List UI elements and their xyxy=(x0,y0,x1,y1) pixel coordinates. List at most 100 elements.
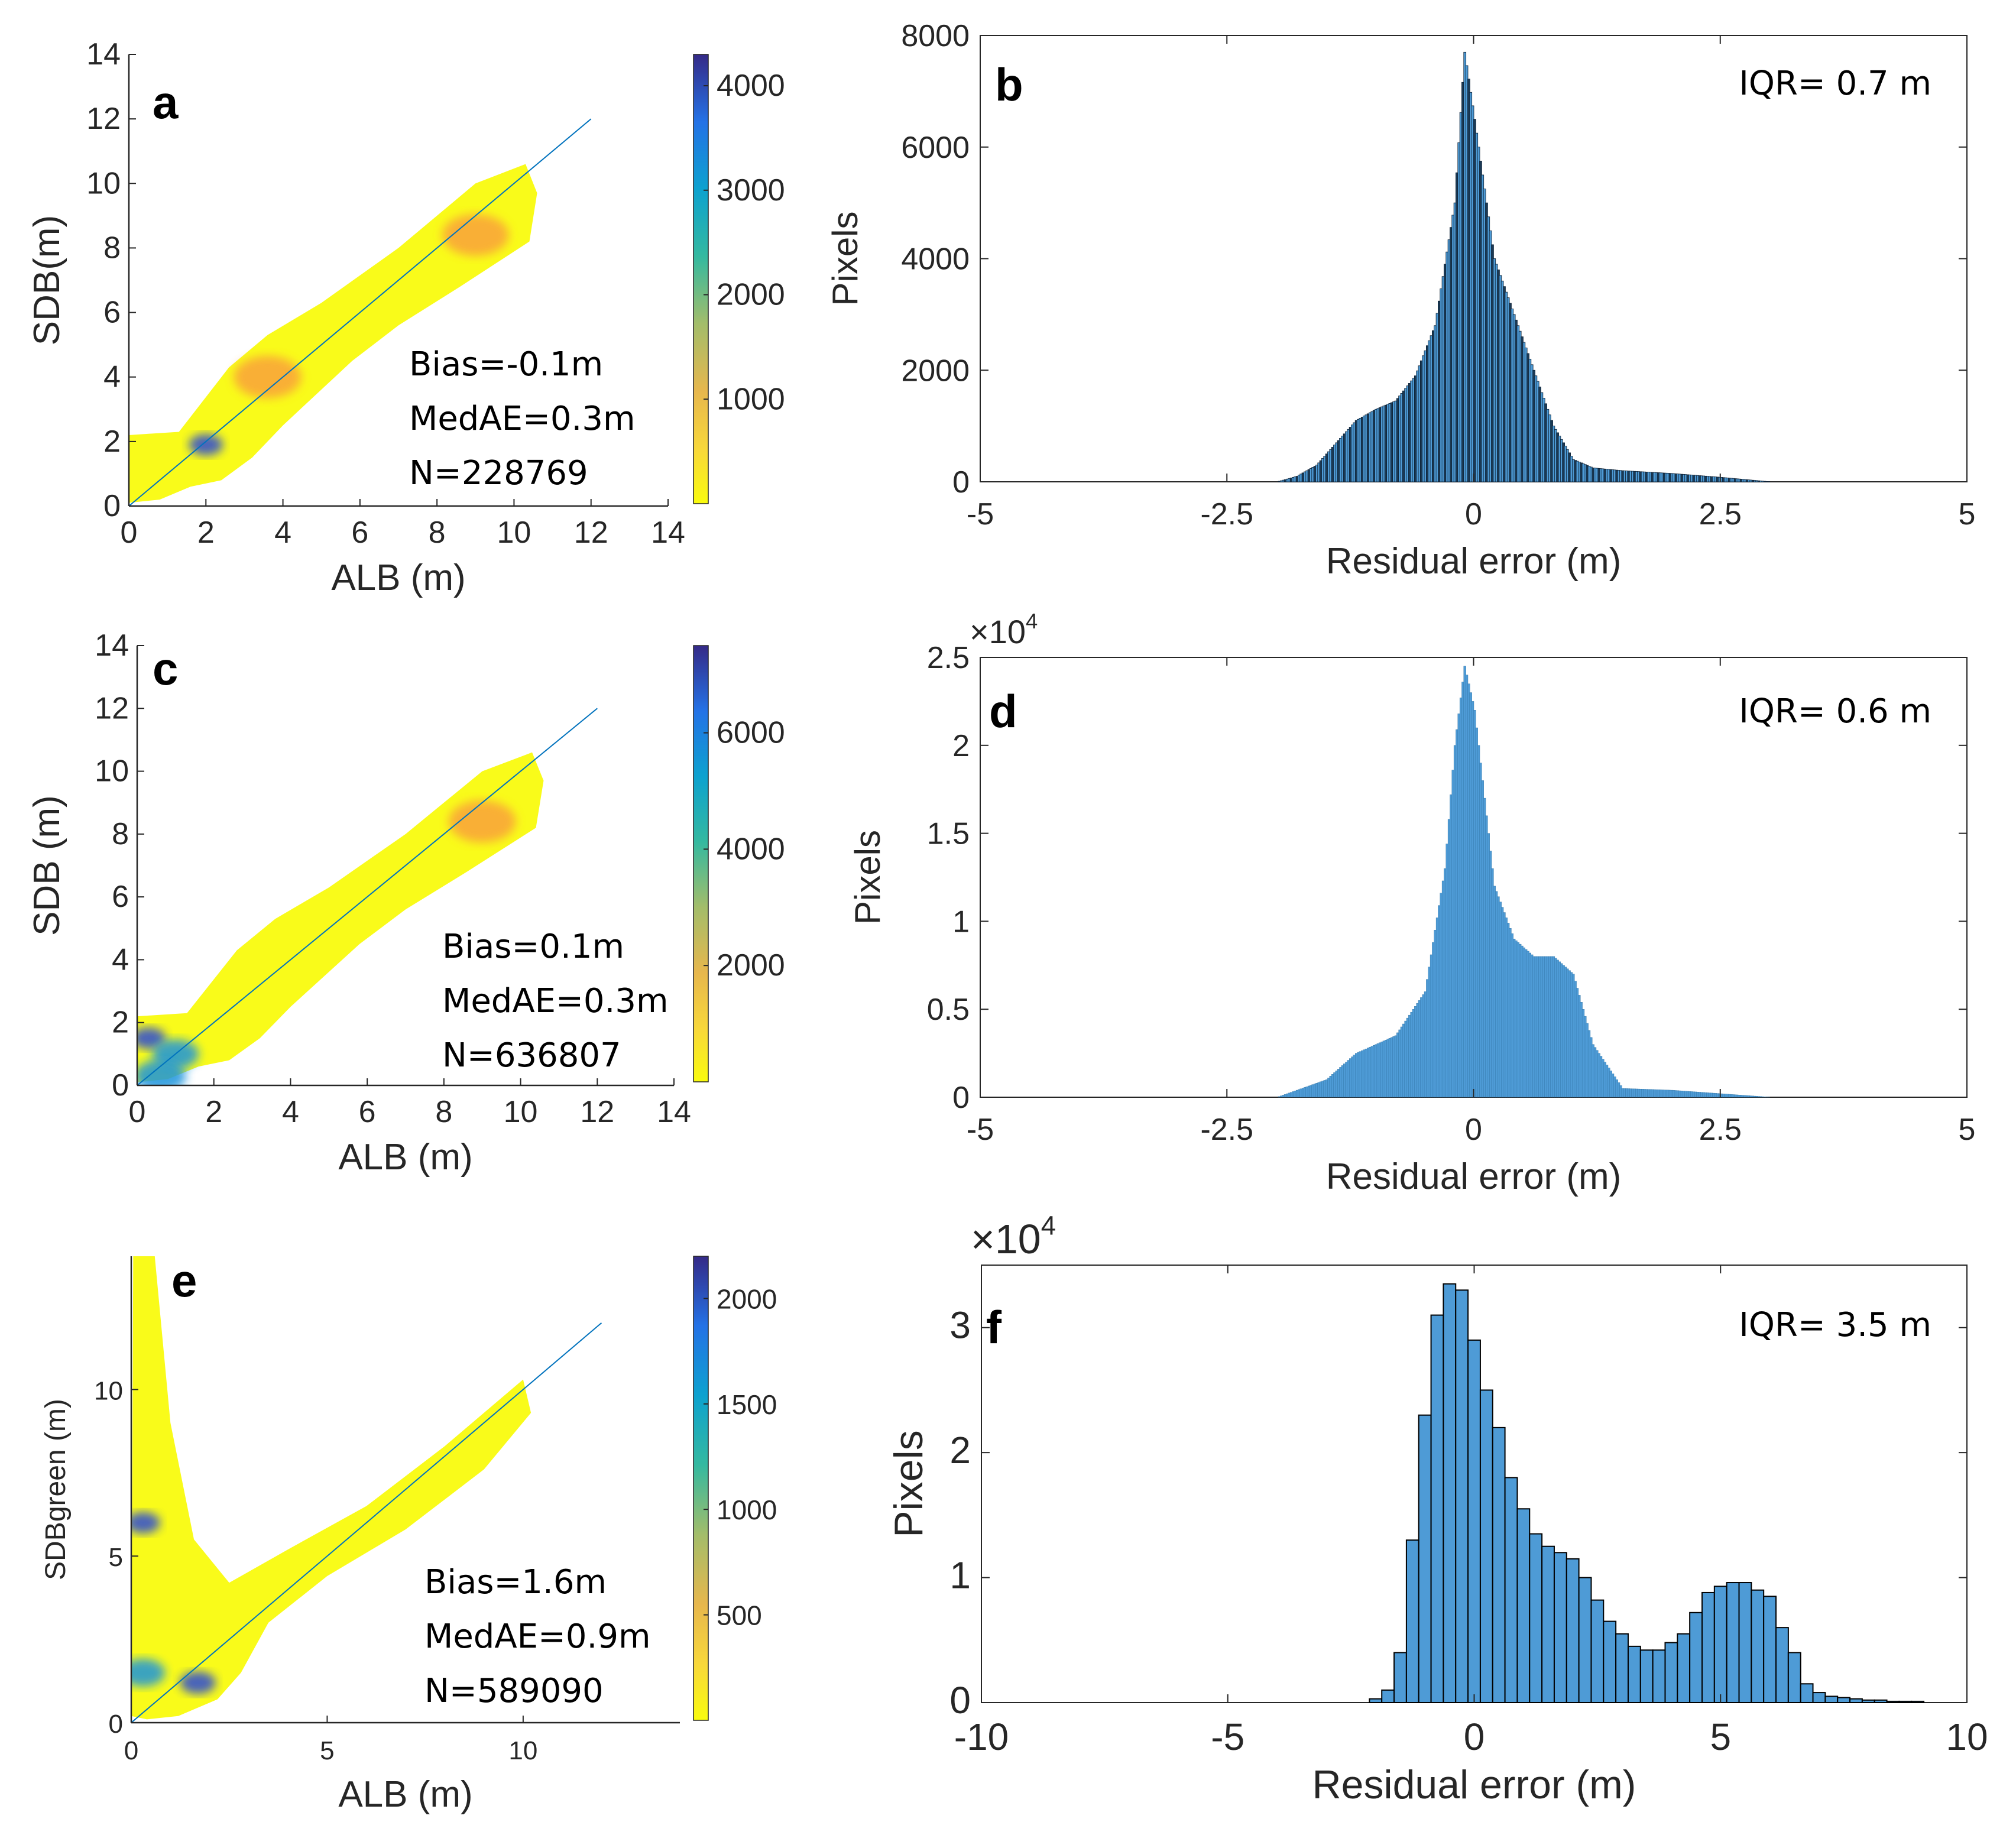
colorbar xyxy=(693,54,708,504)
colorbar-tick-label: 4000 xyxy=(717,832,785,866)
x-tick-label: -5 xyxy=(967,1113,994,1147)
histogram-bar xyxy=(1886,1700,1900,1704)
histogram-bar xyxy=(1578,1577,1592,1704)
colorbar-tick-label: 2000 xyxy=(717,948,785,983)
histogram-bar xyxy=(1849,1698,1863,1704)
histogram-bar xyxy=(1812,1692,1826,1703)
colorbar-tick-label: 2000 xyxy=(717,1283,777,1314)
iqr-annotation: IQR= 0.6 m xyxy=(1739,692,1931,731)
panel-f-histogram: -10 -5 0 5 10 0 1 2 3 Residual error (m) Pixels ×10… xyxy=(886,1211,1988,1808)
colorbar-frame xyxy=(693,54,709,504)
x-tick-label: 5 xyxy=(1710,1716,1731,1758)
y-tick-label: 0 xyxy=(103,489,121,523)
histogram-bar xyxy=(1775,1627,1789,1703)
x-tick-label: 0 xyxy=(1464,1716,1485,1758)
panel-letter: b xyxy=(995,59,1023,111)
histogram-bar xyxy=(1443,1283,1457,1704)
histogram-bar xyxy=(1689,1612,1703,1704)
y-tick-label: 8 xyxy=(112,817,129,851)
histogram-bar xyxy=(1541,1545,1555,1704)
x-tick-label: 0 xyxy=(1465,497,1482,531)
y-tick-label: 5 xyxy=(109,1543,123,1572)
x-tick-label: 2 xyxy=(197,516,215,550)
histogram-bar xyxy=(1516,1508,1531,1703)
axis-multiplier: ×104 xyxy=(970,609,1038,650)
x-axis-label: ALB (m) xyxy=(338,1774,472,1815)
stats-line: Bias=-0.1m xyxy=(409,345,603,384)
panel-e-scatter: 0 5 10 0 5 10 ALB (m) SDBgreen (m) e Bias=1.6m Med… xyxy=(40,1254,777,1815)
y-tick-label: 0 xyxy=(952,465,970,500)
y-tick-label: 6000 xyxy=(901,131,970,165)
density-hotspot-1 xyxy=(180,1671,216,1694)
histogram-bar xyxy=(1615,1633,1629,1704)
density-hotspot-1 xyxy=(442,214,509,256)
x-axis-label: ALB (m) xyxy=(331,557,465,598)
y-tick-label: 10 xyxy=(86,166,121,200)
histogram-bar xyxy=(1393,1652,1407,1703)
density-hotspot-0 xyxy=(189,434,223,456)
histogram-bar xyxy=(1861,1699,1875,1704)
density-region xyxy=(129,164,537,503)
colorbar-tick-label: 6000 xyxy=(717,716,785,750)
iqr-annotation: IQR= 3.5 m xyxy=(1739,1306,1931,1344)
colorbar-tick-label: 3000 xyxy=(717,173,785,208)
panel-b-histogram: -5 -2.5 0 2.5 5 0 2000 4000 6000 8000 Residual err… xyxy=(825,19,1975,582)
x-tick-label: -2.5 xyxy=(1200,1113,1253,1147)
y-tick-label: 2 xyxy=(112,1006,129,1040)
colorbar-tick-label: 4000 xyxy=(717,69,785,103)
x-tick-label: 0 xyxy=(1465,1113,1482,1147)
y-tick-label: 2 xyxy=(952,729,970,763)
colorbar-tick-label: 1500 xyxy=(717,1389,777,1420)
y-tick-label: 0 xyxy=(109,1710,123,1739)
one-to-one-line xyxy=(129,118,592,506)
panel-letter: c xyxy=(153,643,178,695)
axis-multiplier-exponent: 4 xyxy=(1026,609,1038,633)
y-axis-label: SDBgreen (m) xyxy=(40,1399,72,1580)
stats-line: MedAE=0.3m xyxy=(409,400,636,438)
x-tick-label: 8 xyxy=(435,1095,452,1129)
histogram-bar xyxy=(1455,1289,1469,1703)
density-region xyxy=(137,752,544,1082)
x-tick-label: 5 xyxy=(320,1736,334,1765)
x-tick-label: 5 xyxy=(1959,1113,1976,1147)
x-tick-label: 12 xyxy=(574,516,608,550)
x-tick-label: -2.5 xyxy=(1200,497,1253,531)
y-axis-label: Pixels xyxy=(848,830,887,925)
x-tick-label: 0 xyxy=(124,1736,138,1765)
axis-multiplier-exponent: 4 xyxy=(1041,1211,1056,1241)
panel-c-scatter: 0 2 4 6 8 10 12 14 0 2 4 6 8 10 12 14 ALB (m) SDB (m) c Bia… xyxy=(27,628,785,1178)
histogram-bar xyxy=(1369,1698,1383,1704)
stats-line: N=589090 xyxy=(424,1672,604,1710)
histogram-bar xyxy=(1479,1389,1493,1703)
y-tick-label: 1.5 xyxy=(927,817,970,851)
colorbar-tick-label: 1000 xyxy=(717,1494,777,1525)
one-to-one-line xyxy=(137,708,598,1085)
x-tick-label: 14 xyxy=(657,1095,691,1129)
density-hotspot-0 xyxy=(131,1512,160,1534)
iqr-annotation: IQR= 0.7 m xyxy=(1739,64,1931,103)
x-tick-label: 6 xyxy=(359,1095,376,1129)
histogram-bar xyxy=(1677,1633,1691,1704)
histogram-bar xyxy=(1529,1533,1543,1704)
histogram-bar xyxy=(1763,1596,1777,1703)
point-cloud xyxy=(129,118,592,506)
histogram-bar xyxy=(1430,1314,1444,1704)
x-tick-label: -5 xyxy=(1211,1716,1244,1758)
axis-multiplier-base: ×10 xyxy=(971,1216,1041,1262)
histogram-bar xyxy=(1553,1552,1567,1703)
y-tick-label: 6 xyxy=(103,296,121,330)
histogram-bar xyxy=(1701,1591,1715,1704)
histogram-bar xyxy=(1751,1589,1765,1704)
x-tick-label: 2.5 xyxy=(1699,497,1742,531)
density-hotspot-3 xyxy=(448,800,516,843)
point-cloud xyxy=(137,708,598,1085)
x-tick-label: 10 xyxy=(504,1095,538,1129)
colorbar-frame xyxy=(693,645,709,1082)
y-tick-label: 4 xyxy=(103,360,121,394)
y-tick-label: 4000 xyxy=(901,242,970,277)
colorbar-tick-label: 2000 xyxy=(717,278,785,312)
histogram-bar xyxy=(1787,1652,1801,1703)
y-tick-label: 3 xyxy=(949,1304,971,1347)
histogram-bar xyxy=(1467,1339,1481,1704)
